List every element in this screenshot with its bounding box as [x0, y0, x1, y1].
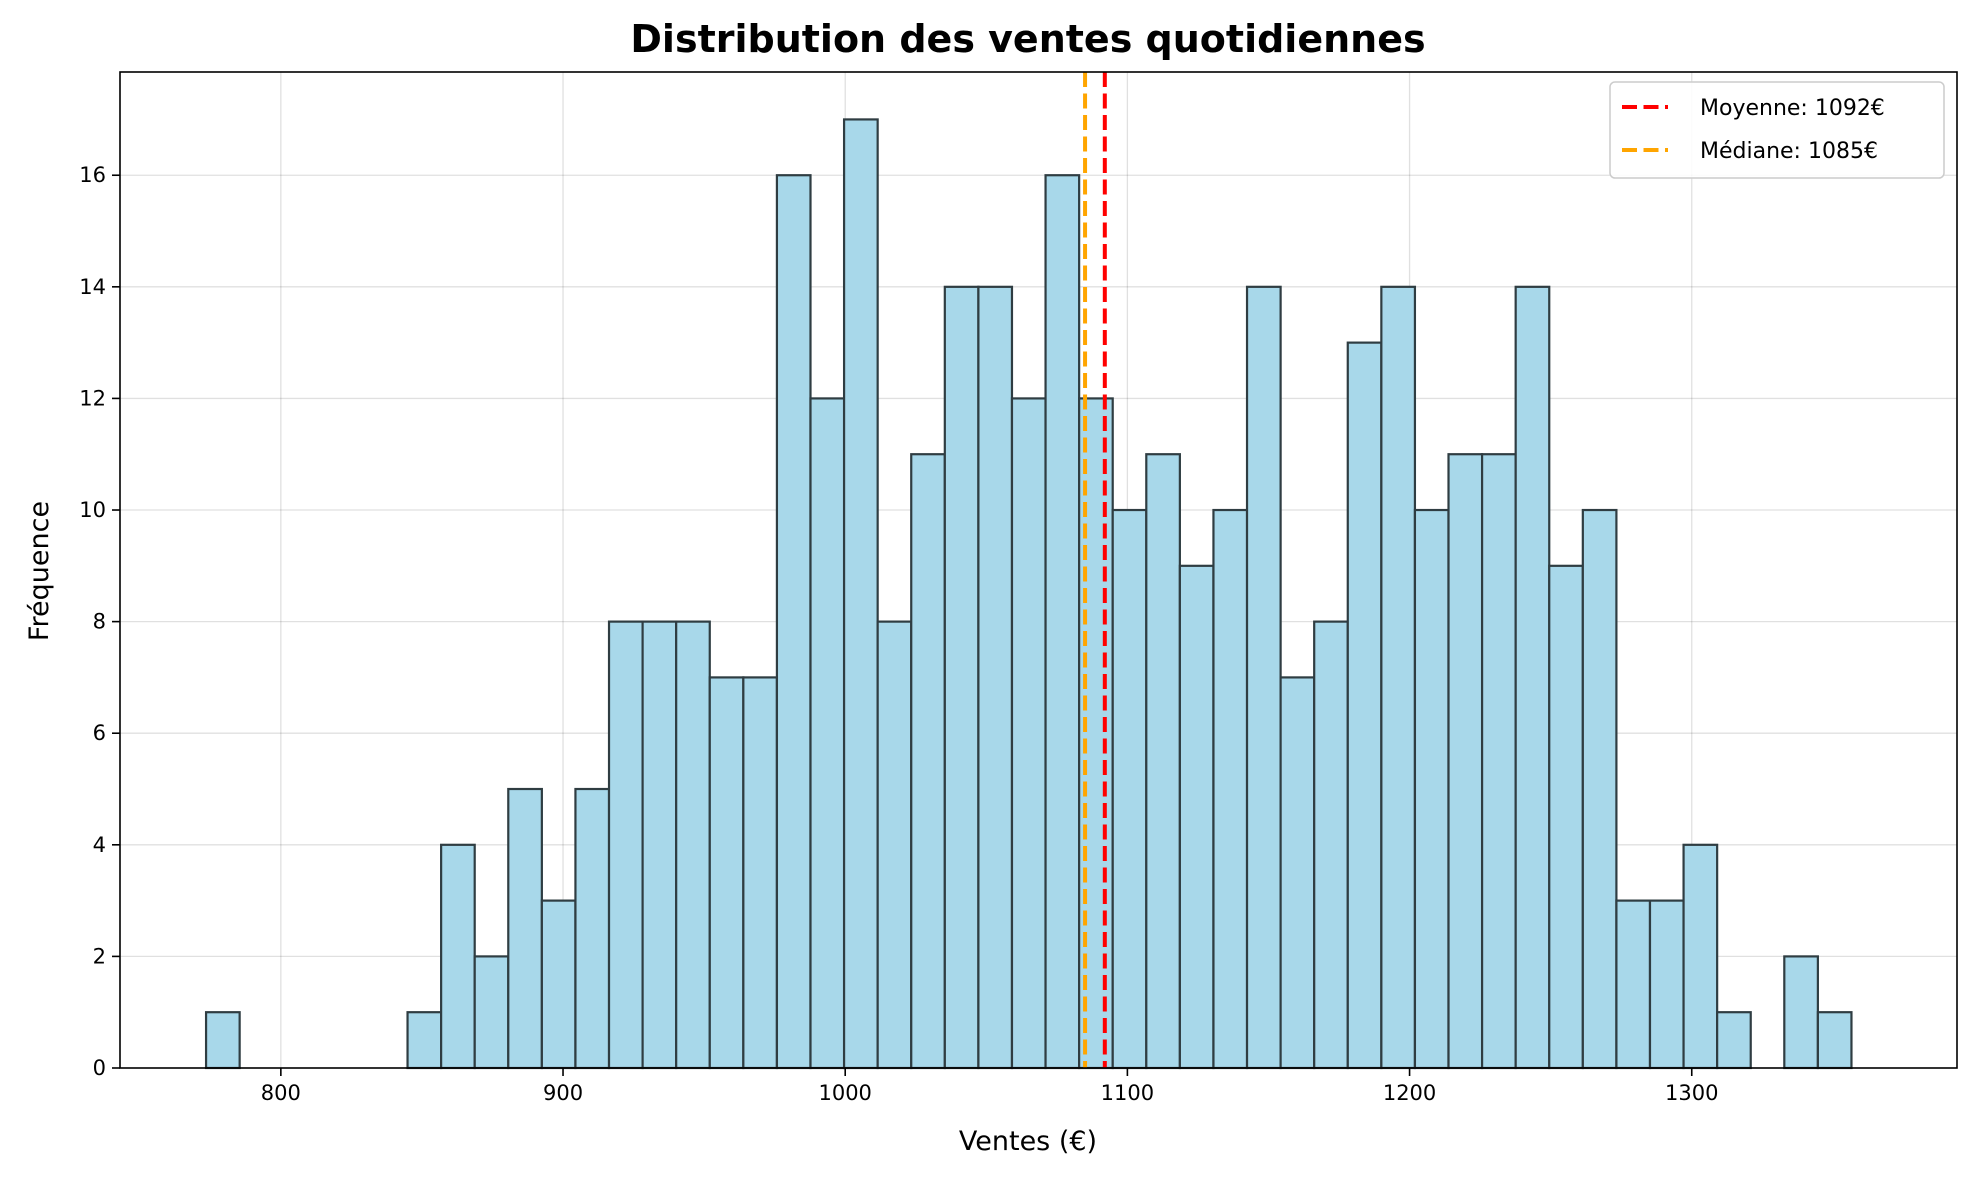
histogram-bar [1111, 508, 1148, 1070]
histogram-bar [1044, 174, 1081, 1070]
histogram-bar [1245, 285, 1282, 1070]
reference-lines [1083, 72, 1107, 1068]
histogram-bar [607, 620, 644, 1070]
histogram-bar [1783, 955, 1819, 1070]
histogram-bar [977, 285, 1014, 1070]
y-tick-label: 12 [79, 386, 106, 410]
histogram-bar [842, 118, 879, 1070]
y-tick-label: 16 [79, 163, 106, 187]
x-tick-label: 1100 [1101, 1081, 1154, 1105]
y-axis-label: Fréquence [24, 501, 55, 641]
histogram-bar [1313, 620, 1349, 1070]
histogram-bar [1178, 564, 1215, 1070]
histogram-bars [204, 118, 1853, 1070]
y-tick-label: 4 [93, 833, 106, 857]
histogram-bar [1682, 843, 1719, 1070]
y-tick-label: 0 [93, 1056, 106, 1080]
histogram-bar [1279, 676, 1316, 1070]
x-axis-ticks: 800 900 1000 1100 1200 1300 [261, 1068, 1718, 1105]
histogram-bar [1413, 508, 1450, 1070]
histogram-bar [809, 397, 846, 1070]
legend: Moyenne: 1092€ Médiane: 1085€ [1609, 81, 1945, 179]
histogram-bar [406, 1011, 443, 1070]
histogram-bar [540, 899, 577, 1070]
histogram-bar [1145, 453, 1181, 1070]
histogram-bar [574, 787, 611, 1070]
histogram-bar [708, 676, 745, 1070]
x-tick-label: 1300 [1665, 1081, 1718, 1105]
y-axis-ticks: 0 2 4 6 8 10 12 14 16 [79, 163, 120, 1080]
x-tick-label: 1000 [818, 1081, 871, 1105]
histogram-bar [1346, 341, 1383, 1070]
x-tick-label: 800 [261, 1081, 301, 1105]
histogram-bar [641, 620, 678, 1070]
legend-box [1609, 81, 1945, 179]
histogram-bar [1581, 508, 1618, 1070]
histogram-bar [876, 620, 913, 1070]
histogram-bar [1648, 899, 1685, 1070]
y-tick-label: 10 [79, 498, 106, 522]
histogram-bar [1548, 564, 1584, 1070]
histogram-bar [943, 285, 980, 1070]
histogram-bar [675, 620, 711, 1070]
histogram-bar [1480, 453, 1517, 1070]
histogram-bar [742, 676, 779, 1070]
histogram-bar [507, 787, 543, 1070]
histogram-bar [1816, 1011, 1853, 1070]
plot-frame [119, 71, 1958, 1069]
histogram-bar [910, 453, 946, 1070]
histogram-bar [1380, 285, 1417, 1070]
legend-label: Moyenne: 1092€ [1700, 96, 1885, 121]
histogram-bar [1716, 1011, 1752, 1070]
histogram-bar [1212, 508, 1249, 1070]
chart-title: Distribution des ventes quotidiennes [630, 17, 1425, 61]
histogram-bar [204, 1011, 241, 1070]
x-tick-label: 1200 [1383, 1081, 1436, 1105]
histogram-bar [1514, 285, 1551, 1070]
histogram-bar [1010, 397, 1047, 1070]
histogram-bar [1447, 453, 1484, 1070]
histogram-bar [775, 174, 812, 1070]
y-tick-label: 8 [93, 610, 106, 634]
histogram-bar [440, 843, 476, 1070]
y-tick-label: 2 [93, 944, 106, 968]
legend-label: Médiane: 1085€ [1700, 139, 1878, 164]
y-tick-label: 6 [93, 721, 106, 745]
x-axis-label: Ventes (€) [959, 1126, 1097, 1157]
histogram-bar [473, 955, 510, 1070]
histogram-bar [1615, 899, 1652, 1070]
y-tick-label: 14 [79, 275, 106, 299]
x-tick-label: 900 [543, 1081, 583, 1105]
